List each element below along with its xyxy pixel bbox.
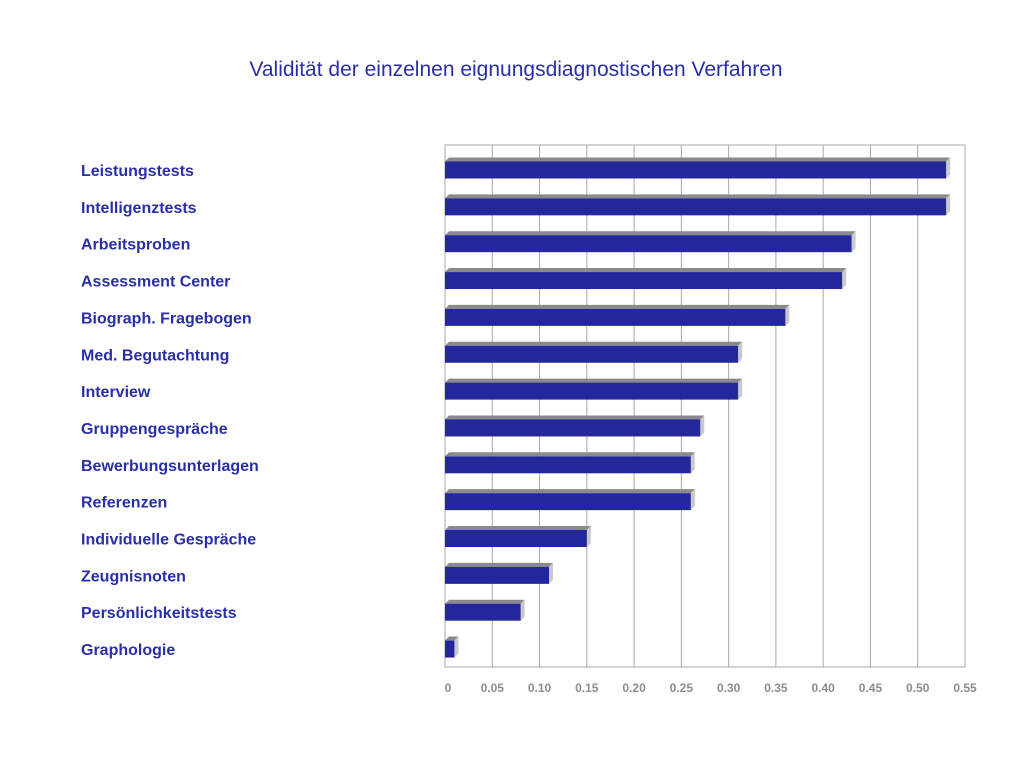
bar-top-4 (445, 304, 790, 309)
bar-side-9 (690, 489, 695, 511)
x-tick-label-5: 0.25 (670, 681, 694, 695)
bar-3 (445, 272, 843, 290)
x-tick-label-9: 0.45 (859, 681, 883, 695)
bar-top-11 (445, 562, 553, 567)
bar-side-1 (946, 194, 951, 216)
bar-7 (445, 419, 701, 437)
bar-top-13 (445, 636, 459, 641)
bar-top-7 (445, 415, 705, 420)
bar-6 (445, 382, 739, 400)
bar-13 (445, 640, 455, 658)
plot-frame (444, 144, 966, 668)
bar-top-9 (445, 489, 695, 494)
category-label-11: Zeugnisnoten (81, 568, 186, 585)
bar-10 (445, 530, 587, 547)
category-label-1: Intelligenztests (81, 200, 197, 217)
x-tick-label-2: 0.10 (528, 681, 552, 695)
bar-9 (445, 493, 691, 511)
x-tick-label-11: 0.55 (953, 681, 977, 695)
x-tick-label-0: 0 (445, 681, 452, 695)
bar-side-12 (520, 599, 525, 621)
bar-top-10 (445, 526, 591, 530)
bar-12 (445, 603, 521, 621)
category-label-9: Referenzen (81, 495, 167, 512)
x-tick-label-4: 0.20 (622, 681, 646, 695)
category-label-7: Gruppengespräche (81, 421, 228, 438)
x-tick-label-10: 0.50 (906, 681, 930, 695)
x-tick-label-1: 0.05 (481, 681, 505, 695)
bar-0 (445, 161, 947, 179)
bar-11 (445, 566, 549, 584)
category-label-12: Persönlichkeitstests (81, 605, 237, 622)
bar-side-5 (738, 341, 743, 363)
bar-top-6 (445, 378, 743, 383)
bar-8 (445, 456, 691, 474)
category-label-2: Arbeitsproben (81, 237, 190, 254)
bar-side-13 (454, 636, 459, 658)
bar-side-2 (851, 231, 856, 253)
bar-1 (445, 198, 947, 216)
bar-side-0 (946, 157, 951, 179)
bar-4 (445, 308, 786, 326)
x-tick-label-3: 0.15 (575, 681, 599, 695)
bar-side-11 (549, 562, 553, 584)
bar-side-4 (785, 304, 790, 326)
bar-top-1 (445, 194, 951, 199)
bar-side-3 (842, 268, 847, 290)
category-label-0: Leistungstests (81, 163, 194, 180)
category-label-6: Interview (81, 384, 151, 401)
category-label-10: Individuelle Gespräche (81, 532, 256, 549)
bar-top-12 (445, 599, 525, 604)
x-tick-label-8: 0.40 (812, 681, 836, 695)
bar-top-3 (445, 268, 847, 273)
bar-side-8 (690, 452, 695, 474)
category-label-4: Biograph. Fragebogen (81, 310, 252, 327)
bar-2 (445, 235, 852, 253)
bar-side-7 (700, 415, 705, 437)
bar-5 (445, 345, 739, 363)
bar-top-2 (445, 231, 856, 236)
x-tick-label-7: 0.35 (764, 681, 788, 695)
bar-top-0 (445, 157, 951, 162)
bar-side-6 (738, 378, 743, 400)
category-label-13: Graphologie (81, 642, 175, 659)
x-tick-label-6: 0.30 (717, 681, 741, 695)
category-label-3: Assessment Center (81, 274, 230, 291)
category-label-5: Med. Begutachtung (81, 347, 229, 364)
bar-top-5 (445, 341, 743, 346)
bar-side-10 (586, 526, 591, 547)
bar-top-8 (445, 452, 695, 457)
chart-title: Validität der einzelnen eignungsdiagnost… (249, 58, 783, 81)
category-label-8: Bewerbungsunterlagen (81, 458, 259, 475)
